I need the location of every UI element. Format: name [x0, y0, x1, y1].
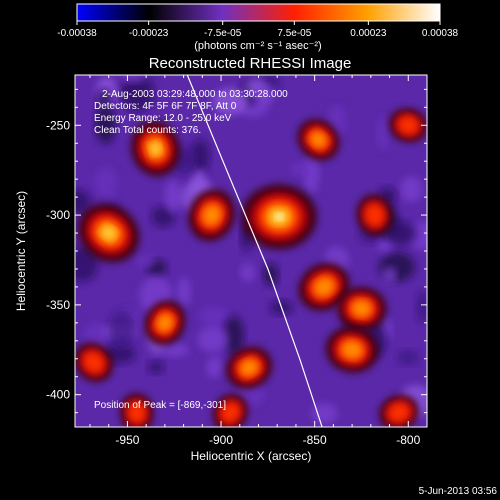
chart-title: Reconstructed RHESSI Image — [149, 55, 352, 72]
emission-source — [297, 119, 340, 161]
texture-blob — [263, 263, 279, 287]
emission-source — [188, 189, 235, 241]
emission-source-level — [341, 340, 363, 359]
emission-source-level — [149, 141, 162, 156]
emission-source — [144, 300, 186, 345]
texture-blob — [135, 254, 156, 267]
texture-blob — [240, 263, 256, 282]
texture-blob — [151, 205, 176, 228]
texture-blob — [119, 75, 155, 113]
solar-limb-line — [186, 75, 323, 427]
colorbar-strip — [76, 3, 441, 22]
emission-source — [336, 287, 387, 330]
texture-blob — [197, 326, 229, 353]
texture-blob — [198, 306, 229, 327]
emission-source-level — [101, 225, 117, 241]
y-tick-label: -400 — [46, 388, 70, 402]
texture-blob — [94, 167, 118, 198]
emission-source-level — [313, 277, 335, 297]
texture-blob — [212, 87, 248, 116]
texture-blob — [384, 221, 417, 246]
y-tick-label: -300 — [46, 208, 70, 222]
emission-source — [120, 393, 154, 427]
texture-blob — [109, 310, 136, 350]
texture-blob — [397, 350, 419, 365]
emission-source-level — [310, 131, 327, 148]
x-tick-label: -850 — [303, 433, 327, 447]
emission-source-level — [351, 299, 372, 318]
annotation-energy: Energy Range: 12.0 - 25.0 keV — [94, 113, 232, 124]
texture-blob — [415, 291, 427, 323]
annotation-block: 2-Aug-2003 03:29:48.000 to 03:30:28.000 … — [94, 89, 288, 136]
texture-blob — [223, 316, 244, 355]
axis-ticks: -950 -900 -850 -800 -250 -300 -350 -400 — [46, 75, 428, 447]
colorbar-tick-label: -7.5e-05 — [204, 28, 242, 39]
emission-source — [298, 263, 350, 311]
image-texture — [75, 75, 427, 425]
texture-blob — [96, 88, 113, 110]
texture-blob — [164, 180, 182, 213]
colorbar-tick-label: -0.00038 — [57, 28, 97, 39]
footer-date: 5-Jun-2013 03:56 — [419, 486, 498, 497]
emission-source-level — [397, 115, 420, 135]
texture-blob — [147, 360, 164, 374]
emission-source — [78, 203, 140, 263]
annotation-time-range: 2-Aug-2003 03:29:48.000 to 03:30:28.000 — [102, 89, 288, 100]
texture-blob — [95, 105, 117, 144]
emission-source — [325, 327, 379, 373]
texture-blob — [303, 154, 320, 194]
texture-blob — [84, 322, 108, 350]
emission-source — [389, 108, 427, 142]
texture-blob — [382, 266, 397, 284]
annotation-method: Clean Total counts: 376. — [94, 125, 201, 136]
texture-blob — [376, 116, 389, 152]
texture-blob — [161, 342, 190, 358]
y-axis-label: Heliocentric Y (arcsec) — [14, 191, 28, 311]
colorbar-tick-label: 0.00023 — [350, 28, 387, 39]
x-tick-label: -800 — [396, 433, 420, 447]
texture-blob — [177, 276, 191, 307]
colorbar-tick-label: 7.5e-05 — [277, 28, 311, 39]
emission-source-level — [82, 351, 105, 374]
texture-blob — [206, 356, 223, 379]
emission-source — [213, 394, 248, 427]
texture-blob — [119, 75, 147, 83]
texture-blob — [289, 162, 311, 177]
texture-blob — [75, 189, 91, 214]
emission-source-level — [364, 203, 385, 227]
emission-source-level — [127, 401, 147, 424]
texture-blob — [311, 402, 338, 425]
emission-source — [131, 121, 180, 177]
y-tick-label: -350 — [46, 298, 70, 312]
emission-source-level — [274, 213, 284, 221]
emission-source-level — [239, 359, 259, 377]
emission-source — [75, 343, 113, 382]
emission-source — [226, 346, 272, 389]
colorbar-tick-label: -0.00023 — [129, 28, 169, 39]
emission-source-level — [387, 402, 411, 423]
emission-source — [241, 184, 317, 250]
x-tick-label: -900 — [209, 433, 233, 447]
annotation-detectors: Detectors: 4F 5F 6F 7F 8F, Att 0 — [94, 101, 237, 112]
colorbar-ticks: -0.00038 -0.00023 -7.5e-05 7.5e-05 0.00023 0.… — [57, 21, 459, 39]
y-tick-label: -250 — [46, 118, 70, 132]
emission-source-level — [156, 313, 173, 332]
texture-blob — [399, 176, 423, 203]
emission-source-level — [220, 401, 241, 424]
colorbar-tick-label: 0.00038 — [422, 28, 459, 39]
emission-source — [356, 194, 393, 236]
x-axis-label: Heliocentric X (arcsec) — [191, 449, 312, 463]
annotation-peak-position: Position of Peak = [-869,-301] — [94, 400, 226, 411]
texture-blob — [253, 85, 277, 102]
x-tick-label: -950 — [115, 433, 139, 447]
emission-source-level — [202, 204, 221, 226]
colorbar: -0.00038 -0.00023 -7.5e-05 7.5e-05 0.00023 0.… — [57, 3, 459, 52]
colorbar-unit-label: (photons cm⁻² s⁻¹ asec⁻²) — [194, 40, 321, 52]
